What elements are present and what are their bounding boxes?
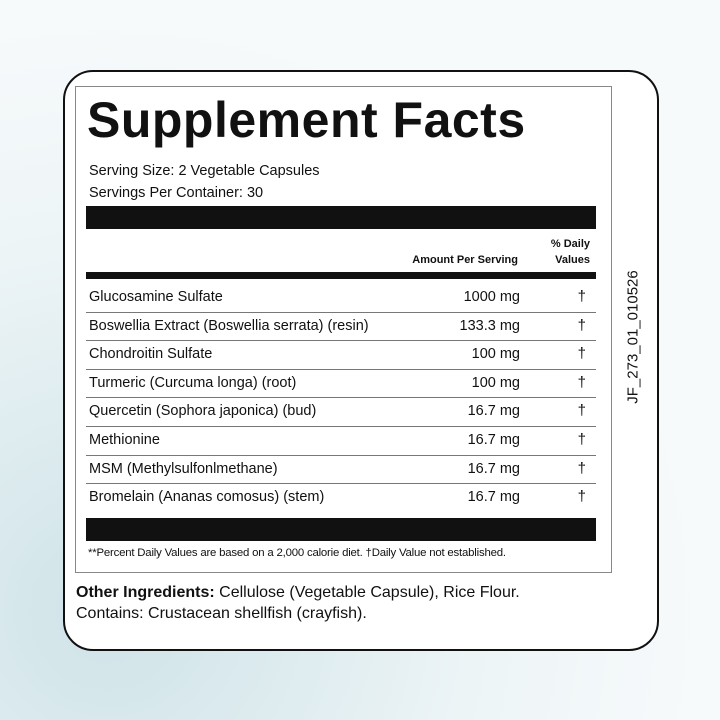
header-rule xyxy=(86,272,596,279)
ingredient-row: Boswellia Extract (Boswellia serrata) (r… xyxy=(86,313,596,342)
ingredient-row: Turmeric (Curcuma longa) (root) 100 mg † xyxy=(86,370,596,399)
panel-title: Supplement Facts xyxy=(87,92,526,148)
header-dv-line1: % Daily xyxy=(550,238,590,250)
ingredient-dv: † xyxy=(577,373,586,391)
supplement-facts-panel xyxy=(75,86,612,573)
ingredient-amount: 1000 mg xyxy=(463,289,520,305)
ingredient-row: Quercetin (Sophora japonica) (bud) 16.7 m… xyxy=(86,398,596,427)
ingredient-amount: 16.7 mg xyxy=(467,489,520,506)
allergen-statement: Contains: Crustacean shellfish (crayfish… xyxy=(76,605,367,622)
divider-bar-top xyxy=(86,206,596,229)
ingredient-amount: 133.3 mg xyxy=(459,317,520,334)
ingredient-dv: † xyxy=(577,345,586,363)
other-ingredients-text: Cellulose (Vegetable Capsule), Rice Flou… xyxy=(214,584,520,601)
divider-bar-bottom xyxy=(86,518,596,541)
other-ingredients-label: Other Ingredients: xyxy=(76,584,215,601)
ingredient-name: Glucosamine Sulfate xyxy=(89,289,223,305)
footnote: **Percent Daily Values are based on a 2,… xyxy=(88,547,506,559)
ingredient-amount: 100 mg xyxy=(471,374,520,391)
servings-per-container: Servings Per Container: 30 xyxy=(89,185,264,201)
ingredient-dv: † xyxy=(577,316,586,334)
ingredient-dv: † xyxy=(577,288,586,305)
header-dv-line2: Values xyxy=(555,254,590,266)
serving-size: Serving Size: 2 Vegetable Capsules xyxy=(89,163,320,179)
ingredient-name: Turmeric (Curcuma longa) (root) xyxy=(89,374,297,391)
ingredient-dv: † xyxy=(577,488,586,506)
other-ingredients: Other Ingredients: Cellulose (Vegetable … xyxy=(76,584,520,602)
product-code: JF_273_01_010526 xyxy=(624,270,642,404)
ingredient-amount: 16.7 mg xyxy=(467,403,520,420)
ingredient-dv: † xyxy=(577,402,586,420)
ingredient-row: Methionine 16.7 mg † xyxy=(86,427,596,456)
ingredient-row: Glucosamine Sulfate 1000 mg † xyxy=(86,284,596,313)
ingredient-name: Chondroitin Sulfate xyxy=(89,346,213,363)
header-amount: Amount Per Serving xyxy=(412,254,518,266)
ingredient-name: Boswellia Extract (Boswellia serrata) (r… xyxy=(89,317,369,334)
ingredient-name: MSM (Methylsulfonlmethane) xyxy=(89,460,278,477)
ingredient-name: Quercetin (Sophora japonica) (bud) xyxy=(89,403,317,420)
ingredient-amount: 16.7 mg xyxy=(467,432,520,448)
ingredient-name: Bromelain (Ananas comosus) (stem) xyxy=(89,489,325,506)
ingredient-amount: 100 mg xyxy=(471,346,520,363)
ingredient-dv: † xyxy=(577,459,586,477)
ingredient-amount: 16.7 mg xyxy=(467,460,520,477)
ingredient-row: MSM (Methylsulfonlmethane) 16.7 mg † xyxy=(86,456,596,485)
ingredient-row: Chondroitin Sulfate 100 mg † xyxy=(86,341,596,370)
ingredient-dv: † xyxy=(577,431,586,448)
ingredient-row: Bromelain (Ananas comosus) (stem) 16.7 mg… xyxy=(86,484,596,513)
ingredient-name: Methionine xyxy=(89,432,160,448)
label-card xyxy=(63,70,659,651)
